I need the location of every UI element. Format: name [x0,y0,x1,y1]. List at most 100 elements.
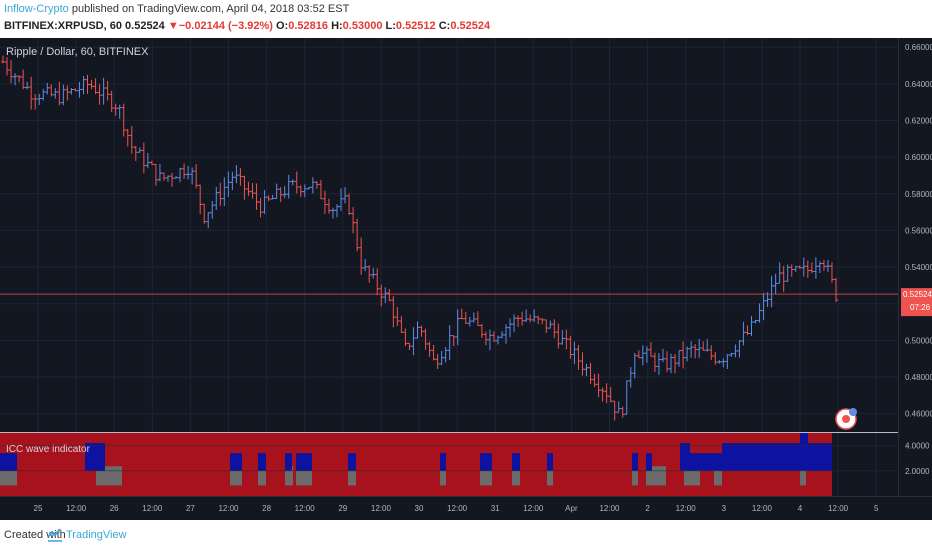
ohlc-bar[interactable] [584,363,589,377]
ohlc-bar[interactable] [371,267,376,279]
ohlc-bar[interactable] [829,262,834,283]
ohlc-bars[interactable] [1,55,838,421]
ohlc-bar[interactable] [656,353,661,375]
ohlc-bar[interactable] [367,265,372,283]
ohlc-bar[interactable] [544,319,549,334]
ohlc-bar[interactable] [516,315,521,328]
ohlc-bar[interactable] [443,346,448,363]
ohlc-bar[interactable] [37,93,42,106]
ohlc-bar[interactable] [572,341,577,365]
ohlc-bar[interactable] [459,308,464,320]
ohlc-bar[interactable] [282,186,287,199]
ohlc-bar[interactable] [491,331,496,342]
ohlc-bar[interactable] [568,335,573,359]
ohlc-bar[interactable] [769,275,774,308]
ohlc-bar[interactable] [117,104,122,119]
ohlc-bar[interactable] [435,353,440,369]
ohlc-bar[interactable] [33,94,38,110]
ohlc-bar[interactable] [604,383,609,404]
ohlc-bar[interactable] [387,288,392,302]
ohlc-bar[interactable] [809,262,814,274]
ohlc-bar[interactable] [383,287,388,303]
ohlc-bar[interactable] [65,85,70,101]
ohlc-bar[interactable] [664,351,669,373]
ohlc-bar[interactable] [504,324,509,344]
ohlc-bar[interactable] [214,186,219,210]
ohlc-bar[interactable] [463,311,468,324]
ohlc-bar[interactable] [61,84,66,106]
ohlc-bar[interactable] [757,303,762,323]
ohlc-bar[interactable] [21,69,26,90]
ohlc-bar[interactable] [677,350,682,367]
ohlc-bar[interactable] [640,345,645,366]
ohlc-bar[interactable] [693,344,698,359]
ohlc-bar[interactable] [190,167,195,185]
ohlc-bar[interactable] [479,324,484,339]
ohlc-bar[interactable] [230,171,235,191]
ohlc-bar[interactable] [419,325,424,337]
events-badge-icon[interactable] [835,408,857,430]
ohlc-bar[interactable] [701,341,706,351]
ohlc-bar[interactable] [520,311,525,326]
ohlc-bar[interactable] [298,185,303,197]
ohlc-bar[interactable] [270,194,275,200]
ohlc-bar[interactable] [624,380,629,415]
ohlc-bar[interactable] [548,320,553,329]
ohlc-bar[interactable] [785,264,790,282]
ohlc-bar[interactable] [596,373,601,398]
ohlc-bar[interactable] [222,177,227,206]
ohlc-bar[interactable] [101,77,106,105]
ohlc-bar[interactable] [652,352,657,372]
ohlc-bar[interactable] [467,316,472,327]
ohlc-bar[interactable] [817,261,822,274]
ohlc-bar[interactable] [536,315,541,324]
ohlc-bar[interactable] [580,352,585,376]
ohlc-bar[interactable] [564,329,569,350]
ohlc-bar[interactable] [5,57,10,76]
ohlc-bar[interactable] [560,329,565,345]
ohlc-bar[interactable] [109,90,114,112]
ohlc-bar[interactable] [761,292,766,321]
ohlc-bar[interactable] [57,81,62,106]
ohlc-bar[interactable] [141,142,146,174]
ohlc-bar[interactable] [85,74,90,94]
ohlc-bar[interactable] [600,387,605,402]
ohlc-bar[interactable] [161,172,166,181]
ohlc-bar[interactable] [351,207,356,234]
ohlc-bar[interactable] [45,82,50,95]
ohlc-bar[interactable] [343,187,348,204]
time-axis[interactable]: 25 12:00 26 12:00 27 12:00 28 12:00 29 12:00 30 12:… [34,504,879,513]
ohlc-bar[interactable] [9,60,14,84]
ohlc-bar[interactable] [801,257,806,277]
ohlc-bar[interactable] [532,309,537,323]
ohlc-bar[interactable] [77,81,82,98]
ohlc-bar[interactable] [347,193,352,216]
ohlc-bar[interactable] [620,406,625,418]
ohlc-bar[interactable] [129,125,134,154]
ohlc-bar[interactable] [399,316,404,334]
ohlc-bar[interactable] [306,186,311,190]
ohlc-bar[interactable] [121,103,126,137]
ohlc-bar[interactable] [133,145,138,161]
ohlc-bar[interactable] [773,273,778,294]
ohlc-bar[interactable] [178,167,183,183]
ohlc-bar[interactable] [439,350,444,366]
ohlc-bar[interactable] [149,160,154,165]
ohlc-bar[interactable] [395,306,400,326]
ohlc-bar[interactable] [805,260,810,278]
ohlc-bar[interactable] [749,316,754,337]
ohlc-bar[interactable] [391,296,396,328]
ohlc-bar[interactable] [737,340,742,358]
ohlc-bar[interactable] [797,265,802,270]
ohlc-bar[interactable] [29,76,34,110]
ohlc-bar[interactable] [616,401,621,413]
ohlc-bar[interactable] [198,184,203,215]
ohlc-bar[interactable] [186,165,191,180]
ohlc-bar[interactable] [335,204,340,218]
ohlc-bar[interactable] [206,212,211,229]
ohlc-bar[interactable] [182,163,187,180]
ohlc-bar[interactable] [576,345,581,370]
ohlc-bar[interactable] [447,325,452,360]
ohlc-bar[interactable] [685,346,690,362]
ohlc-bar[interactable] [403,328,408,347]
